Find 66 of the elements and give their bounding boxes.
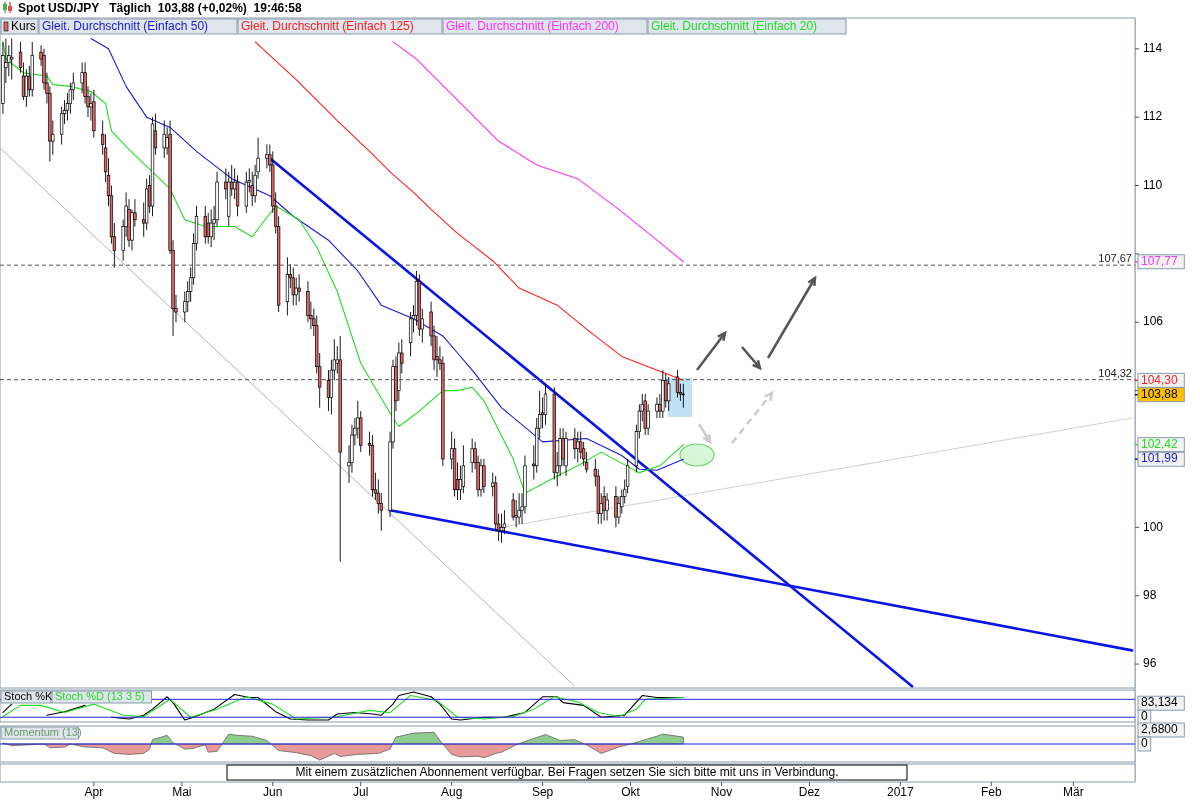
x-tick-label: Jun xyxy=(263,785,283,800)
candlestick xyxy=(206,212,210,245)
candlestick xyxy=(675,369,680,398)
candlestick xyxy=(681,383,685,409)
series-label: Gleit. Durchschnitt (Einfach 125) xyxy=(241,18,414,33)
y-tick-label: 100 xyxy=(1143,519,1164,534)
x-tick-label: Sep xyxy=(531,785,554,800)
candlestick xyxy=(646,403,650,436)
text: Gleit. Durchschnitt (Einfach 50) xyxy=(42,18,209,33)
candlestick xyxy=(294,277,298,306)
y-tick-label: 106 xyxy=(1143,314,1164,329)
candlestick xyxy=(664,373,668,409)
candlestick xyxy=(209,208,213,248)
series-label: Stoch %D (13 3 5) xyxy=(55,689,145,702)
candlestick xyxy=(517,492,521,525)
candlestick xyxy=(543,383,548,426)
ref-line-label: 107,67 xyxy=(1098,252,1132,265)
y-tick-label: 96 xyxy=(1143,656,1157,671)
candlestick xyxy=(250,171,254,207)
text: Mit einem zusätzlichen Abonnement verfügbar. Bei Fragen setzen Sie sich bitte mit uns in Verbindung. xyxy=(295,765,839,780)
y-tick-label: 104,30 xyxy=(1141,372,1179,387)
candlestick xyxy=(470,438,474,474)
x-tick-label: Dez xyxy=(798,785,821,800)
y-tick-label: 110 xyxy=(1143,177,1163,192)
legend-label: Kurs xyxy=(11,18,36,33)
candlestick xyxy=(602,485,606,521)
text: 83,134 xyxy=(1141,695,1179,710)
candlestick xyxy=(244,171,249,214)
x-tick-label: Aug xyxy=(440,785,463,800)
y-tick-label: 114 xyxy=(1143,40,1163,55)
y-tick-label: 101,99 xyxy=(1141,451,1179,466)
x-tick-label: Okt xyxy=(621,785,641,800)
candlestick xyxy=(655,396,659,419)
candlestick xyxy=(203,205,207,245)
text: Gleit. Durchschnitt (Einfach 200) xyxy=(446,18,619,33)
candlestick xyxy=(573,427,577,460)
candlestick xyxy=(265,144,269,169)
y-tick-label: 112 xyxy=(1143,109,1163,124)
text: 2,6800 xyxy=(1141,722,1179,737)
line-series xyxy=(392,41,684,263)
x-tick-label: Jul xyxy=(353,785,369,800)
chart-title: Spot USD/JPY Täglich 103,88 (+0,02%) 19:46:58 xyxy=(18,1,302,16)
x-tick-label: Feb xyxy=(980,785,1002,800)
y-tick-label: 103,88 xyxy=(1141,386,1179,401)
ref-line-label: 104,32 xyxy=(1098,366,1132,379)
x-tick-label: Apr xyxy=(84,785,104,800)
x-tick-label: Mär xyxy=(1063,785,1084,800)
candlestick xyxy=(10,38,14,80)
y-tick-label: 98 xyxy=(1143,587,1157,602)
candlestick xyxy=(291,267,295,306)
candlestick xyxy=(297,273,301,303)
candlestick xyxy=(667,376,671,412)
text: Gleit. Durchschnitt (Einfach 20) xyxy=(651,18,818,33)
candlestick xyxy=(479,458,483,498)
candlestick xyxy=(482,458,486,494)
text: 0 xyxy=(1141,709,1148,724)
x-tick-label: 2017 xyxy=(887,785,915,800)
x-tick-label: Mai xyxy=(172,785,192,800)
x-tick-label: Nov xyxy=(710,785,733,800)
y-tick-label: 107,77 xyxy=(1141,253,1179,268)
text: 0 xyxy=(1141,736,1148,751)
candlestick xyxy=(576,431,580,463)
candlestick xyxy=(162,120,166,159)
y-tick-label: 102,42 xyxy=(1141,436,1179,451)
series-label: Stoch %K xyxy=(4,689,53,702)
candlestick xyxy=(614,485,618,528)
